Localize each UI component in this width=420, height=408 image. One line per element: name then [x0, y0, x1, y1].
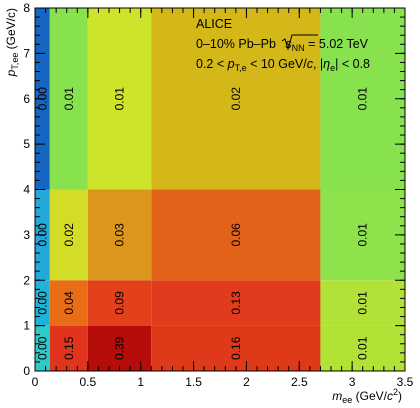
heatmap-cell: [49, 325, 88, 371]
x-tick-label: 0: [32, 375, 39, 389]
heatmap-cell-value: 0.01: [62, 87, 76, 111]
heatmap-cell-value: 0.01: [356, 87, 370, 111]
heatmap-cell: [49, 8, 88, 190]
heatmap-cell-value: 0.09: [113, 291, 127, 315]
y-tick-label: 8: [23, 1, 30, 15]
x-tick-label: 3.5: [397, 375, 414, 389]
axis-tick-labels: 0 0.5 1 1.5 2 2.5 3 3.5 0 1 2 3 4 5 6 7 8: [23, 1, 413, 389]
annotation-experiment: ALICE: [196, 17, 232, 31]
heatmap-cell: [151, 325, 321, 371]
x-tick-label: 0.5: [80, 375, 97, 389]
heatmap-cell-value: 0.02: [229, 87, 243, 111]
heatmap-cell: [151, 280, 321, 326]
heatmap-cell: [320, 280, 405, 326]
heatmap-cell: [320, 8, 405, 190]
heatmap-cell-value: 0.06: [229, 223, 243, 247]
annotation-collision-system: 0–10% Pb–Pb sNN = 5.02 TeV: [196, 37, 369, 53]
y-tick-label: 6: [23, 92, 30, 106]
y-tick-label: 4: [23, 183, 30, 197]
y-axis-title: pT,ee (GeV/c): [4, 8, 20, 77]
x-axis-title: mee (GeV/c2): [332, 387, 402, 405]
heatmap-cell: [49, 280, 88, 326]
y-tick-label: 5: [23, 137, 30, 151]
sqrt-sign: [281, 34, 318, 51]
heatmap-cell-value: 0.02: [62, 223, 76, 247]
heatmap-cell: [87, 8, 152, 190]
heatmap-cell-value: 0.01: [113, 87, 127, 111]
x-tick-label: 1: [137, 375, 144, 389]
annotation-kinematic-cuts: 0.2 < pT,e < 10 GeV/c, |ηe| < 0.8: [196, 57, 370, 73]
heatmap-cell-value: 0.00: [35, 336, 49, 360]
heatmap-cell-value: 0.13: [229, 291, 243, 315]
heatmap-cell: [35, 325, 50, 371]
y-tick-label: 3: [23, 228, 30, 242]
heatmap-cell-value: 0.04: [62, 291, 76, 315]
y-tick-label: 0: [23, 364, 30, 378]
heatmap-cell: [151, 8, 321, 190]
heatmap-cell: [49, 189, 88, 281]
heatmap-cell-value: 0.00: [35, 291, 49, 315]
x-tick-label: 3: [349, 375, 356, 389]
heatmap-cell-value: 0.01: [356, 291, 370, 315]
heatmap-cell: [35, 280, 50, 326]
y-tick-label: 7: [23, 46, 30, 60]
axis-ticks: [34, 7, 406, 372]
heatmap-cells: [35, 8, 405, 371]
heatmap-cell-value: 0.01: [356, 223, 370, 247]
heatmap-cell: [87, 189, 152, 281]
heatmap-cell-value: 0.01: [356, 336, 370, 360]
heatmap-cell: [151, 189, 321, 281]
y-tick-label: 1: [23, 319, 30, 333]
heatmap-cell: [320, 189, 405, 281]
heatmap-cell-value: 0.15: [62, 336, 76, 360]
heatmap-cell-value: 0.03: [113, 223, 127, 247]
heatmap-cell-value: 0.39: [113, 336, 127, 360]
heatmap-cell-value: 0.16: [229, 336, 243, 360]
heatmap-cell: [87, 280, 152, 326]
x-tick-label: 2: [243, 375, 250, 389]
x-tick-label: 2.5: [291, 375, 308, 389]
x-tick-label: 1.5: [185, 375, 202, 389]
y-tick-label: 2: [23, 273, 30, 287]
heatmap-cell: [320, 325, 405, 371]
